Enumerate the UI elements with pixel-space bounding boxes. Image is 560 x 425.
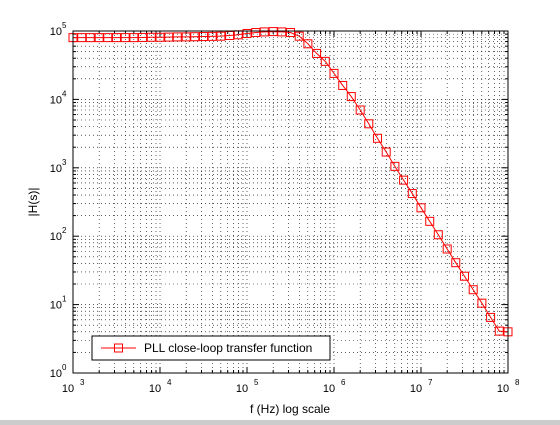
plot-background	[73, 31, 508, 373]
data-point-marker	[294, 31, 304, 41]
data-point-marker	[407, 189, 417, 199]
data-point-marker	[129, 33, 139, 43]
y-tick-label: 10	[50, 300, 62, 312]
x-tick-label: 10	[497, 383, 509, 395]
data-point-marker	[494, 326, 504, 336]
y-tick-label: 10	[50, 231, 62, 243]
x-tick-label-exponent: 6	[341, 378, 346, 387]
data-point-marker	[442, 244, 452, 254]
data-point-marker	[364, 119, 374, 129]
data-point-marker	[138, 32, 148, 42]
data-point-marker	[111, 33, 121, 43]
x-tick-label-exponent: 4	[167, 378, 172, 387]
data-point-marker	[259, 27, 269, 37]
y-tick-label-exponent: 1	[62, 295, 67, 304]
data-point-marker	[399, 175, 409, 185]
x-tick-label-exponent: 3	[80, 378, 85, 387]
data-point-marker	[329, 68, 339, 78]
x-tick-label: 10	[236, 383, 248, 395]
x-tick-label-exponent: 7	[428, 378, 433, 387]
y-tick-label-exponent: 0	[62, 363, 67, 372]
legend: PLL close-loop transfer function	[91, 335, 331, 361]
data-point-marker	[77, 33, 87, 43]
y-tick-label: 10	[50, 368, 62, 380]
data-point-marker	[207, 31, 217, 41]
data-point-marker	[416, 203, 426, 213]
data-point-marker	[146, 32, 156, 42]
data-point-marker	[346, 92, 356, 102]
data-point-marker	[425, 216, 435, 226]
data-point-marker	[94, 33, 104, 43]
data-point-marker	[172, 32, 182, 42]
y-tick-label: 10	[50, 163, 62, 175]
x-tick-label: 10	[410, 383, 422, 395]
x-tick-label: 10	[149, 383, 161, 395]
y-tick-label-exponent: 5	[62, 21, 67, 30]
x-axis-label: f (Hz) log scale	[250, 402, 330, 416]
legend-label: PLL close-loop transfer function	[144, 341, 312, 355]
series-layer	[68, 27, 513, 337]
data-point-marker	[277, 27, 287, 37]
x-tick-label-exponent: 5	[254, 378, 259, 387]
y-axis-label: |H(s)|	[26, 188, 40, 217]
y-tick-label: 10	[50, 26, 62, 38]
data-point-marker	[338, 80, 348, 90]
data-point-marker	[103, 33, 113, 43]
data-point-marker	[85, 33, 95, 43]
data-point-marker	[303, 39, 313, 49]
data-point-marker	[451, 258, 461, 268]
x-tick-labels: 10 3 10 4 10 5 10 6 10 7 10 8	[62, 378, 520, 395]
data-point-marker	[390, 161, 400, 171]
data-point-marker	[433, 230, 443, 240]
grid	[73, 31, 508, 373]
data-point-marker	[486, 312, 496, 322]
plot-frame	[72, 30, 509, 374]
data-point-marker	[355, 105, 365, 115]
x-tick-label: 10	[323, 383, 335, 395]
data-point-marker	[251, 28, 261, 38]
y-tick-label-exponent: 4	[62, 89, 67, 98]
legend-marker-sample	[114, 343, 123, 353]
data-point-marker	[285, 28, 295, 38]
data-point-marker	[181, 32, 191, 42]
data-point-marker	[468, 285, 478, 295]
data-point-marker	[155, 32, 165, 42]
data-point-marker	[381, 147, 391, 157]
data-point-marker	[268, 27, 278, 37]
data-point-marker	[216, 31, 226, 41]
data-point-marker	[198, 32, 208, 42]
data-point-marker	[372, 133, 382, 143]
data-point-marker	[477, 298, 487, 308]
data-point-marker	[242, 28, 252, 38]
data-point-marker	[164, 32, 174, 42]
y-tick-label-exponent: 2	[62, 226, 67, 235]
y-tick-label-exponent: 3	[62, 158, 67, 167]
data-point-marker	[312, 48, 322, 58]
x-tick-label-exponent: 8	[515, 378, 520, 387]
data-point-marker	[190, 32, 200, 42]
y-tick-label: 10	[50, 94, 62, 106]
data-point-marker	[120, 33, 130, 43]
data-point-marker	[459, 271, 469, 281]
x-tick-label: 10	[62, 383, 74, 395]
data-point-marker	[320, 56, 330, 66]
